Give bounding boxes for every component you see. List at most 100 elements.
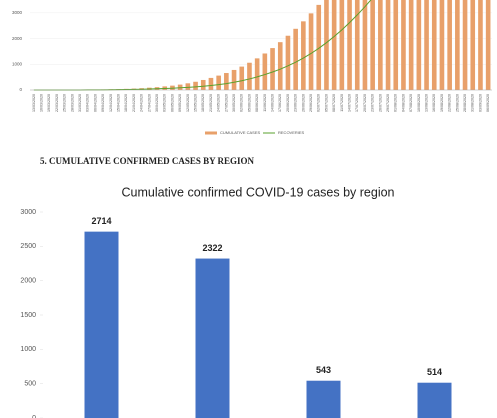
bar xyxy=(262,53,268,90)
y-tick-label: 3000 xyxy=(20,209,36,216)
x-tick-label: 03/05/2020 xyxy=(163,94,167,112)
bar xyxy=(193,81,198,90)
section-heading: 5. CUMULATIVE CONFIRMED CASES BY REGION xyxy=(40,156,255,166)
x-tick-label: 21/04/2020 xyxy=(132,94,136,112)
x-tick-label: 08/06/2020 xyxy=(255,94,259,112)
x-tick-label: 29/06/2020 xyxy=(309,94,313,112)
x-tick-label: 17/07/2020 xyxy=(355,94,359,112)
x-tick-label: 30/05/2020 xyxy=(232,94,236,112)
bar xyxy=(324,0,329,91)
plot-area xyxy=(31,0,491,91)
bottom-chart: Cumulative confirmed COVID-19 cases by r… xyxy=(20,185,452,418)
legend-swatch xyxy=(205,131,217,135)
x-tick-label: 20/07/2020 xyxy=(363,94,367,112)
x-tick-label: 28/03/2020 xyxy=(70,94,74,112)
x-tick-label: 01/08/2020 xyxy=(394,94,398,112)
x-tick-label: 13/03/2020 xyxy=(32,94,36,112)
x-tick-label: 06/04/2020 xyxy=(93,94,97,112)
x-tick-label: 25/08/2020 xyxy=(455,94,459,112)
y-tick-label: 0 xyxy=(32,415,36,418)
y-tick-label: 2500 xyxy=(20,243,36,250)
x-tick-label: 14/06/2020 xyxy=(271,94,275,112)
chart-title: Cumulative confirmed COVID-19 cases by r… xyxy=(121,185,394,199)
bar xyxy=(224,73,229,90)
bar xyxy=(431,0,437,90)
bar xyxy=(231,69,237,90)
data-label: 514 xyxy=(427,367,442,377)
x-tick-label: 30/04/2020 xyxy=(155,94,159,112)
bar xyxy=(447,0,452,90)
bar xyxy=(378,0,383,90)
x-tick-label: 29/07/2020 xyxy=(386,94,390,112)
x-tick-label: 22/03/2020 xyxy=(55,94,59,112)
bar xyxy=(316,4,322,91)
x-tick-label: 15/04/2020 xyxy=(117,94,121,112)
legend-label: RECOVERIES xyxy=(278,130,305,135)
bar xyxy=(306,380,341,418)
x-tick-label: 02/07/2020 xyxy=(317,94,321,112)
bar xyxy=(239,66,245,90)
bar xyxy=(195,258,230,418)
x-tick-label: 31/03/2020 xyxy=(78,94,82,112)
x-tick-label: 03/09/2020 xyxy=(478,94,482,112)
bar xyxy=(339,0,345,90)
x-tick-label: 18/04/2020 xyxy=(124,94,128,112)
bar xyxy=(485,0,491,90)
bar xyxy=(439,0,445,90)
bar xyxy=(393,0,399,91)
x-tick-label: 12/04/2020 xyxy=(109,94,113,112)
x-tick-label: 02/06/2020 xyxy=(240,94,244,112)
bar xyxy=(416,0,422,90)
x-tick-label: 12/05/2020 xyxy=(186,94,190,112)
x-tick-label: 23/07/2020 xyxy=(371,94,375,112)
x-tick-label: 06/09/2020 xyxy=(486,94,490,112)
legend-label: CUMULATIVE CASES xyxy=(220,130,260,135)
x-tick-label: 17/06/2020 xyxy=(278,94,282,112)
bar xyxy=(401,0,406,90)
bar xyxy=(216,75,221,90)
x-tick-label: 06/05/2020 xyxy=(170,94,174,112)
x-tick-label: 24/04/2020 xyxy=(140,94,144,112)
y-tick-label: 1000 xyxy=(12,61,23,66)
x-tick-label: 27/05/2020 xyxy=(224,94,228,112)
x-tick-label: 16/03/2020 xyxy=(40,94,44,112)
bar xyxy=(462,0,468,91)
bar xyxy=(362,0,368,90)
bar xyxy=(208,77,214,90)
x-tick-label: 13/08/2020 xyxy=(425,94,429,112)
x-tick-label: 09/05/2020 xyxy=(178,94,182,112)
bar xyxy=(254,58,260,90)
bar xyxy=(285,35,291,90)
x-tick-label: 05/06/2020 xyxy=(247,94,251,112)
bar xyxy=(84,231,119,418)
x-tick-label: 20/06/2020 xyxy=(286,94,290,112)
bar xyxy=(277,42,283,90)
data-label: 543 xyxy=(316,365,331,375)
y-tick-label: 3000 xyxy=(12,10,23,15)
x-tick-label: 03/04/2020 xyxy=(86,94,90,112)
x-tick-label: 14/07/2020 xyxy=(348,94,352,112)
x-tick-label: 08/07/2020 xyxy=(332,94,336,112)
x-tick-label: 28/08/2020 xyxy=(463,94,467,112)
x-tick-label: 26/07/2020 xyxy=(378,94,382,112)
bar xyxy=(424,0,429,90)
x-tick-label: 11/06/2020 xyxy=(263,94,267,112)
y-tick-label: 2000 xyxy=(12,36,23,41)
x-tick-label: 07/08/2020 xyxy=(409,94,413,112)
data-label: 2322 xyxy=(202,243,222,253)
bar xyxy=(385,0,391,90)
x-tick-label: 25/03/2020 xyxy=(63,94,67,112)
bar xyxy=(470,0,476,91)
x-tick-label: 10/08/2020 xyxy=(417,94,421,112)
x-tick-label: 05/07/2020 xyxy=(324,94,328,112)
x-tick-label: 21/05/2020 xyxy=(209,94,213,112)
y-tick-label: 2000 xyxy=(20,278,36,285)
bar xyxy=(308,13,314,90)
x-tick-label: 09/04/2020 xyxy=(101,94,105,112)
x-tick-label: 23/06/2020 xyxy=(294,94,298,112)
bar xyxy=(455,0,460,90)
x-tick-label: 27/04/2020 xyxy=(147,94,151,112)
top-chart: 0 1000 2000 3000 13/03/2020 16/03/2020 19/03/2… xyxy=(12,0,492,135)
